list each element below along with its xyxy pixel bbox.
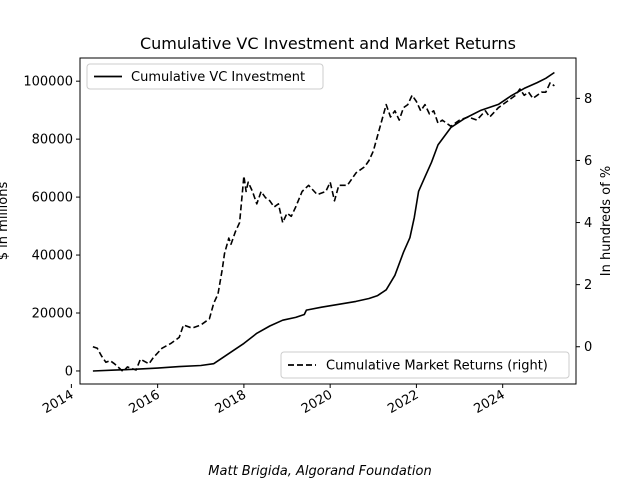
y-axis-right: 0 2 4 6 8	[576, 92, 592, 355]
legend-left-box	[86, 63, 324, 90]
series-layer	[92, 71, 555, 373]
legend-right-label: Cumulative Market Returns (right)	[326, 359, 548, 374]
x-tick-label: 2024	[472, 387, 508, 417]
chart-title: Cumulative VC Investment and Market Retu…	[140, 34, 516, 53]
x-axis: 2014 2016 2018 2020 2022 2024	[40, 384, 508, 417]
legend-right: Cumulative Market Returns (right)	[280, 351, 570, 379]
y-tick-label: 60000	[32, 191, 73, 206]
legend-left-label: Cumulative VC Investment	[131, 70, 305, 85]
chart-caption: Matt Brigida, Algorand Foundation	[208, 464, 431, 479]
y-tick-label: 40000	[32, 249, 73, 264]
y-axis-left: 0 20000 40000 60000 80000 100000	[23, 75, 80, 379]
y2-tick-label: 4	[584, 216, 592, 231]
legend-left: Cumulative VC Investment	[86, 63, 324, 90]
legend-right-box	[280, 351, 570, 379]
y-axis-left-label: $ in millions	[0, 182, 11, 261]
x-tick-label: 2020	[299, 387, 335, 417]
x-tick-label: 2022	[385, 387, 421, 417]
y-tick-label: 20000	[32, 307, 73, 322]
y-axis-right-label: In hundreds of %	[599, 166, 614, 276]
y-tick-label: 0	[65, 364, 73, 379]
series-line-market-returns	[92, 82, 555, 373]
plot-frame	[79, 57, 577, 385]
y2-tick-label: 0	[584, 340, 592, 355]
y-tick-label: 80000	[32, 133, 73, 148]
y2-tick-label: 2	[584, 278, 592, 293]
x-tick-label: 2018	[213, 387, 249, 417]
x-tick-label: 2016	[126, 387, 162, 417]
y2-tick-label: 8	[584, 92, 592, 107]
x-tick-label: 2014	[40, 387, 76, 417]
y-tick-label: 100000	[23, 75, 73, 90]
series-line-vc-investment	[92, 71, 555, 372]
y2-tick-label: 6	[584, 154, 592, 169]
